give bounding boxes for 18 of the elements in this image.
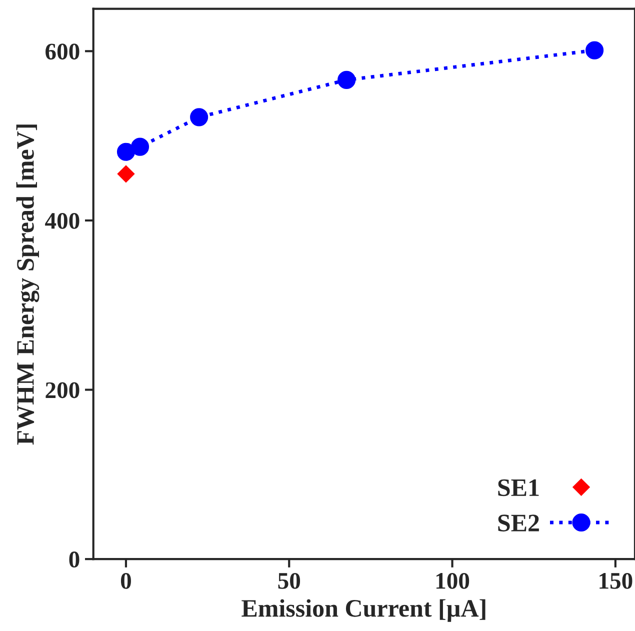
y-tick-label: 400: [45, 212, 80, 229]
y-tick-label: 200: [46, 382, 80, 398]
x-tick-label: 0: [120, 572, 131, 589]
point: [586, 41, 604, 60]
x-tick-label: 150: [600, 572, 632, 589]
y-axis-title: FWHM Energy Spread [meV]: [16, 124, 40, 445]
point: [117, 165, 135, 182]
x-tick-label: 100: [436, 572, 470, 589]
legend-label: SE2: [498, 514, 539, 532]
y-tick-label: 0: [69, 552, 80, 568]
y-tick-label: 600: [46, 44, 80, 60]
point: [116, 142, 136, 161]
x-axis-title: Emission Current [µA]: [242, 599, 486, 622]
point: [190, 108, 208, 126]
legend-label: SE1: [498, 479, 539, 496]
point: [130, 138, 150, 156]
x-tick-label: 50: [278, 572, 300, 589]
point: [338, 70, 356, 89]
